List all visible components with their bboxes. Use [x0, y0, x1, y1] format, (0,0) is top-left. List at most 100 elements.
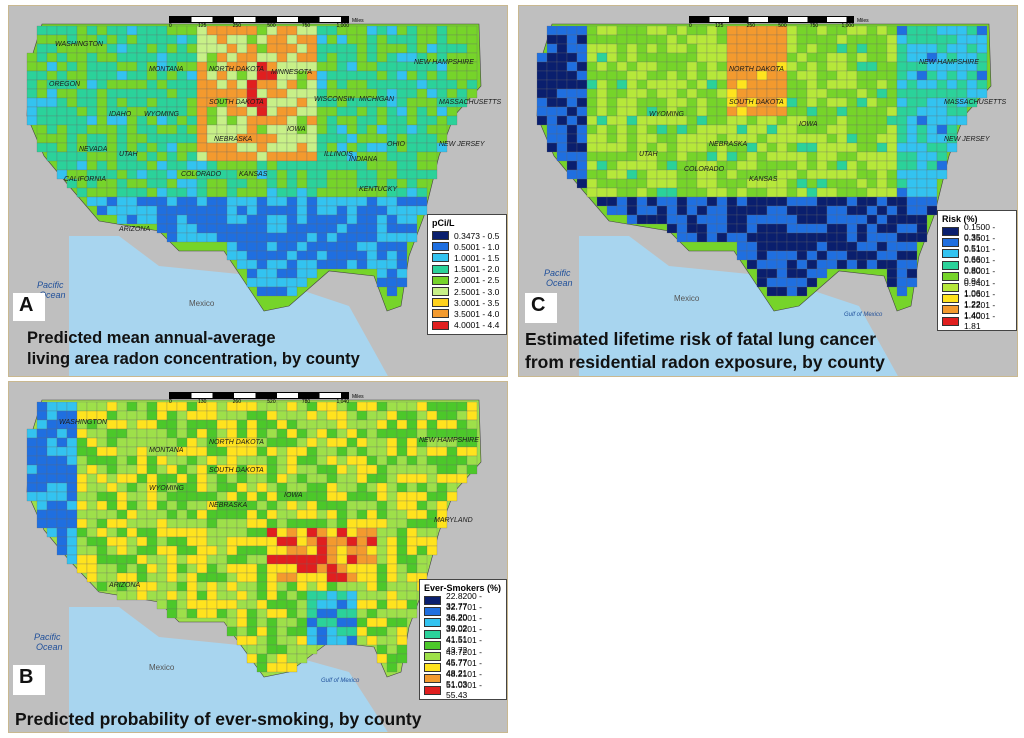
legend-entry: 2.5001 - 3.0: [432, 286, 502, 297]
county-cell: [226, 509, 238, 520]
county-cell: [186, 151, 198, 162]
county-cell: [926, 34, 938, 45]
county-cell: [826, 232, 838, 243]
county-cell: [886, 187, 898, 198]
county-cell: [306, 124, 318, 135]
county-cell: [196, 563, 208, 574]
county-cell: [176, 527, 188, 538]
state-labels: WASHINGTON OREGON CALIFORNIA NEVADA IDAH…: [49, 41, 502, 233]
county-cell: [896, 25, 908, 36]
county-cell: [436, 401, 448, 412]
county-cell: [66, 88, 78, 99]
county-cell: [366, 482, 378, 493]
county-cell: [856, 178, 868, 189]
county-cell: [766, 196, 778, 207]
county-cell: [266, 464, 278, 475]
county-cell: [676, 88, 688, 99]
county-cell: [856, 187, 868, 198]
county-cell: [46, 419, 58, 430]
county-cell: [166, 518, 178, 529]
county-cell: [176, 124, 188, 135]
state-labels: WASHINGTON MONTANA WYOMING NORTH DAKOTA …: [59, 419, 479, 589]
county-cells: [26, 25, 478, 297]
county-cell: [666, 178, 678, 189]
county-cell: [196, 536, 208, 547]
county-cell: [456, 43, 468, 54]
county-cell: [246, 572, 258, 583]
county-cell: [866, 43, 878, 54]
county-cell: [416, 79, 428, 90]
county-cell: [706, 52, 718, 63]
county-cell: [386, 52, 398, 63]
county-cell: [156, 205, 168, 216]
county-cell: [196, 599, 208, 610]
county-cell: [196, 79, 208, 90]
county-cell: [276, 482, 288, 493]
county-cell: [306, 151, 318, 162]
county-cell: [36, 482, 48, 493]
county-cell: [186, 464, 198, 475]
county-cell: [396, 626, 408, 637]
state-label: NORTH DAKOTA: [209, 66, 264, 73]
county-cell: [196, 410, 208, 421]
county-cell: [916, 133, 928, 144]
county-cell: [286, 79, 298, 90]
county-cell: [166, 455, 178, 466]
county-cell: [326, 178, 338, 189]
county-cell: [226, 626, 238, 637]
county-cell: [276, 428, 288, 439]
legend-swatch: [942, 316, 959, 326]
county-cell: [356, 232, 368, 243]
county-cell: [186, 34, 198, 45]
county-cell: [176, 232, 188, 243]
county-cell: [796, 178, 808, 189]
county-cell: [46, 509, 58, 520]
county-cell: [136, 410, 148, 421]
county-cell: [556, 61, 568, 72]
county-cell: [196, 97, 208, 108]
county-cell: [316, 581, 328, 592]
county-cell: [216, 554, 228, 565]
county-cell: [816, 232, 828, 243]
county-cell: [426, 401, 438, 412]
county-cell: [756, 196, 768, 207]
county-cell: [96, 115, 108, 126]
county-cell: [346, 590, 358, 601]
county-cell: [416, 70, 428, 81]
county-cell: [416, 106, 428, 117]
county-cell: [136, 169, 148, 180]
county-cell: [746, 241, 758, 252]
county-cell: [756, 232, 768, 243]
county-cell: [586, 61, 598, 72]
county-cell: [296, 626, 308, 637]
county-cell: [336, 52, 348, 63]
county-cell: [376, 581, 388, 592]
county-cell: [136, 536, 148, 547]
county-cell: [226, 473, 238, 484]
county-cell: [356, 259, 368, 270]
county-cell: [276, 626, 288, 637]
county-cell: [346, 473, 358, 484]
county-cell: [76, 491, 88, 502]
county-cell: [156, 223, 168, 234]
county-cell: [596, 169, 608, 180]
county-cell: [336, 518, 348, 529]
county-cell: [86, 151, 98, 162]
county-cell: [656, 124, 668, 135]
county-cell: [96, 572, 108, 583]
county-cell: [316, 473, 328, 484]
county-cell: [386, 241, 398, 252]
county-cell: [196, 187, 208, 198]
county-cell: [366, 196, 378, 207]
county-cell: [536, 61, 548, 72]
county-cell: [216, 455, 228, 466]
county-cell: [406, 34, 418, 45]
county-cell: [346, 187, 358, 198]
county-cell: [566, 160, 578, 171]
county-cell: [906, 169, 918, 180]
county-cell: [256, 563, 268, 574]
county-cell: [166, 169, 178, 180]
county-cell: [406, 563, 418, 574]
county-cell: [246, 214, 258, 225]
county-cell: [246, 88, 258, 99]
